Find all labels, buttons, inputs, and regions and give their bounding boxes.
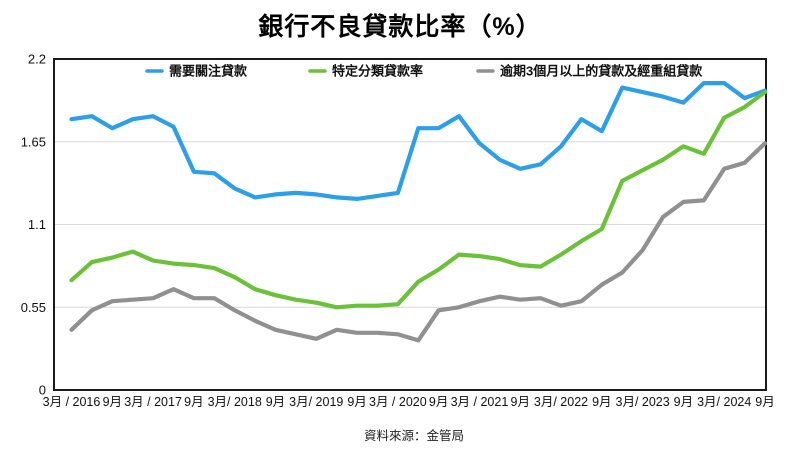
legend-label: 需要關注貸款 [169, 64, 248, 79]
x-tick-label: 3月/ 2019 [289, 395, 343, 409]
y-tick-label: 0 [39, 383, 46, 398]
plot-frame [53, 58, 767, 391]
x-tick-label: 9月 [755, 395, 774, 409]
y-tick-label: 2.2 [28, 52, 46, 67]
legend-label: 特定分類貸款率 [332, 64, 423, 79]
legend: 需要關注貸款 特定分類貸款率 逾期3個月以上的貸款及經重組貸款 [145, 64, 703, 79]
chart-title: 銀行不良貸款比率（%） [258, 13, 542, 41]
x-tick-label: 3月/ 2018 [208, 395, 262, 409]
x-tick-label: 9月 [592, 395, 611, 409]
x-tick-label: 3月 / 2016 [43, 395, 101, 409]
line-逾期3個月以上的貸款及經重組貸款 [69, 141, 768, 343]
gridlines [54, 141, 766, 308]
x-tick-label: 3月/ 2023 [616, 395, 670, 409]
x-tick-label: 9月 [429, 395, 448, 409]
series-lines [69, 80, 768, 343]
x-axis-tick-labels: 3月 / 2016 9月 3月 / 2017 9月 3月/ 2018 9月 3月/ 2019… [43, 395, 775, 409]
y-tick-label: 1.65 [21, 134, 46, 149]
x-tick-label: 9月 [674, 395, 693, 409]
x-tick-label: 9月 [266, 395, 285, 409]
line-特定分類貸款率 [69, 89, 768, 310]
x-tick-label: 9月 [103, 395, 122, 409]
x-tick-label: 3月 / 2017 [124, 395, 182, 409]
y-tick-label: 1.1 [28, 217, 46, 232]
source-note: 資料來源：金管局 [363, 429, 464, 443]
x-tick-label: 9月 [184, 395, 203, 409]
legend-label: 逾期3個月以上的貸款及經重組貸款 [500, 64, 703, 79]
y-tick-label: 0.55 [21, 300, 46, 315]
x-tick-label: 3月 / 2021 [451, 395, 509, 409]
x-tick-label: 9月 [511, 395, 530, 409]
x-tick-label: 3月 / 2020 [369, 395, 427, 409]
x-tick-label: 9月 [347, 395, 366, 409]
line-需要關注貸款 [69, 80, 768, 201]
x-tick-label: 3月/ 2022 [534, 395, 588, 409]
y-axis-tick-labels: 0 0.55 1.1 1.65 2.2 [21, 52, 46, 398]
x-tick-label: 3月/ 2024 [697, 395, 751, 409]
